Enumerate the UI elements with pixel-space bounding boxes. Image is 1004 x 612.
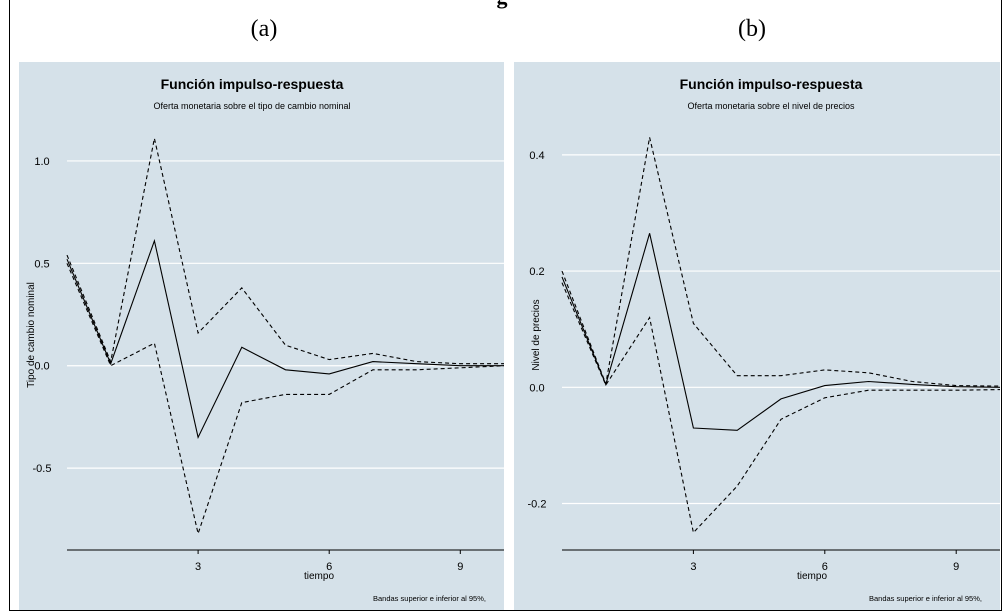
chart-title: Función impulso-respuesta: [161, 76, 344, 92]
y-tick-label: 0.4: [529, 150, 544, 162]
y-tick-label: -0.5: [33, 463, 52, 475]
confidence-band-line: [561, 282, 1000, 534]
panel-label-b: (b): [738, 16, 766, 42]
chart-title: Función impulso-respuesta: [680, 76, 863, 92]
figure-title-fragment: g: [0, 0, 1004, 10]
y-tick-label: 0.2: [529, 266, 544, 278]
x-tick-label: 3: [195, 561, 201, 573]
chart-panel-a: -0.5 0.0 0.5 1.0 3 6 9 Función impulso-respuest…: [19, 62, 504, 610]
chart-a-svg: -0.5 0.0 0.5 1.0 3 6 9 Función impulso-respuest…: [26, 76, 504, 603]
x-axis-label: tiempo: [797, 571, 827, 582]
confidence-band-line: [561, 137, 1000, 387]
panel-label-a: (a): [250, 16, 278, 42]
band-note: Bandas superior e inferior al 95%,: [373, 594, 486, 603]
y-axis-label: Tipo de cambio nominal: [26, 282, 37, 388]
x-tick-label: 9: [953, 561, 959, 573]
y-axis-label: Nivel de precios: [531, 299, 542, 370]
band-note: Bandas superior e inferior al 95%,: [869, 594, 982, 603]
confidence-band-line: [66, 138, 504, 365]
chart-panel-b: -0.2 0.0 0.2 0.4 3 6 9 Función impulso-respuest…: [514, 62, 1000, 610]
y-tick-label: 1.0: [34, 156, 49, 168]
y-tick-label: 0.0: [34, 361, 49, 373]
x-tick-label: 3: [690, 561, 696, 573]
chart-subtitle: Oferta monetaria sobre el tipo de cambio…: [153, 101, 350, 111]
x-tick-label: 9: [457, 561, 463, 573]
chart-b-svg: -0.2 0.0 0.2 0.4 3 6 9 Función impulso-respuest…: [528, 76, 1000, 603]
x-tick-label: 6: [326, 561, 332, 573]
x-tick-label: 6: [822, 561, 828, 573]
figure-frame: [9, 0, 1002, 611]
y-tick-label: 0.0: [529, 382, 544, 394]
x-axis-label: tiempo: [304, 571, 334, 582]
chart-subtitle: Oferta monetaria sobre el nivel de preci…: [687, 101, 855, 111]
y-tick-label: 0.5: [34, 258, 49, 270]
impulse-response-line: [66, 238, 504, 440]
y-tick-label: -0.2: [528, 499, 547, 511]
impulse-response-line: [561, 233, 1000, 431]
